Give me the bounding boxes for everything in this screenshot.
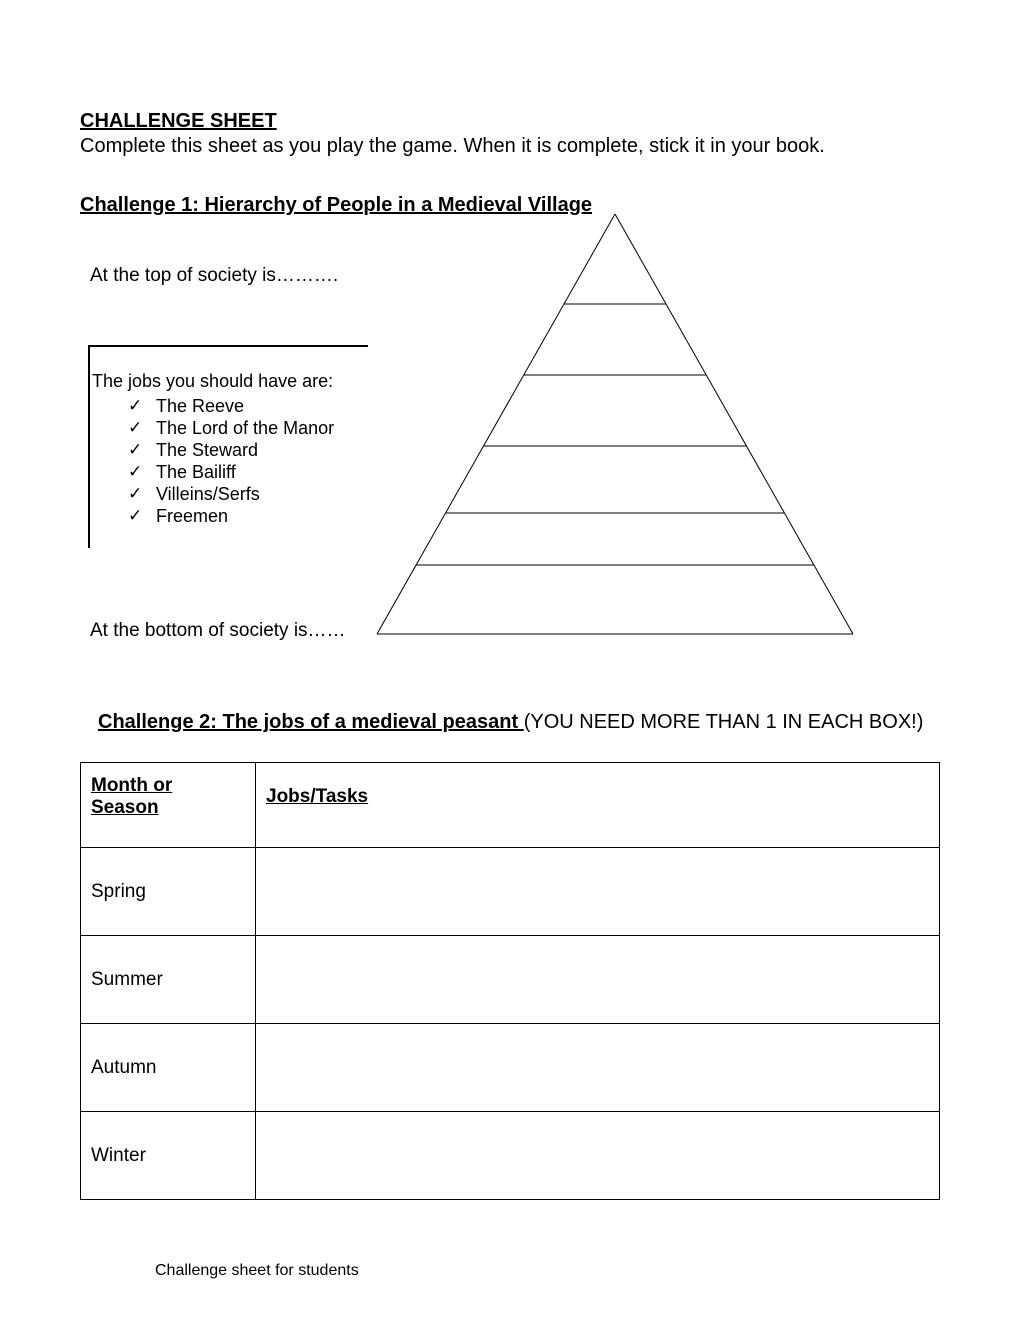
- jobs-box: The jobs you should have are: The Reeve …: [88, 345, 368, 548]
- jobs-list: The Reeve The Lord of the Manor The Stew…: [128, 396, 358, 528]
- footer-text: Challenge sheet for students: [155, 1262, 359, 1280]
- challenge2-heading: Challenge 2: The jobs of a medieval peas…: [98, 711, 940, 734]
- page-title: CHALLENGE SHEET: [80, 110, 940, 133]
- table-row: Spring: [81, 848, 940, 936]
- season-cell: Spring: [81, 848, 256, 936]
- jobs-cell: [256, 936, 940, 1024]
- pyramid-diagram: [375, 209, 855, 639]
- intro-text: Complete this sheet as you play the game…: [80, 135, 940, 158]
- table-row: Summer: [81, 936, 940, 1024]
- list-item: The Lord of the Manor: [128, 418, 358, 440]
- list-item: The Steward: [128, 440, 358, 462]
- col-header-jobs: Jobs/Tasks: [256, 763, 940, 848]
- jobs-cell: [256, 848, 940, 936]
- jobs-cell: [256, 1024, 940, 1112]
- table-row: Autumn: [81, 1024, 940, 1112]
- challenge1-region: At the top of society is………. The jobs yo…: [80, 225, 940, 665]
- season-cell: Autumn: [81, 1024, 256, 1112]
- season-cell: Summer: [81, 936, 256, 1024]
- challenge2-title: Challenge 2: The jobs of a medieval peas…: [98, 711, 524, 733]
- jobs-intro: The jobs you should have are:: [92, 371, 358, 392]
- top-of-society-label: At the top of society is……….: [90, 265, 338, 287]
- seasons-table: Month or Season Jobs/Tasks Spring Summer…: [80, 762, 940, 1200]
- list-item: The Reeve: [128, 396, 358, 418]
- col-header-season: Month or Season: [81, 763, 256, 848]
- list-item: The Bailiff: [128, 462, 358, 484]
- list-item: Freemen: [128, 506, 358, 528]
- season-cell: Winter: [81, 1112, 256, 1200]
- jobs-cell: [256, 1112, 940, 1200]
- bottom-of-society-label: At the bottom of society is……: [90, 620, 346, 642]
- list-item: Villeins/Serfs: [128, 484, 358, 506]
- table-row: Winter: [81, 1112, 940, 1200]
- challenge2-note: (YOU NEED MORE THAN 1 IN EACH BOX!): [524, 711, 924, 733]
